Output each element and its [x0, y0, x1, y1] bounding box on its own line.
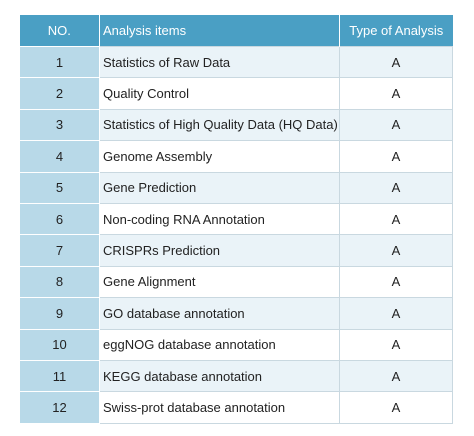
table-row: 3 Statistics of High Quality Data (HQ Dat… — [19, 108, 453, 142]
table-row: 8 Gene Alignment A — [19, 265, 453, 299]
row-analysis-type: A — [339, 45, 453, 79]
header-type-of-analysis: Type of Analysis — [339, 15, 453, 47]
row-number: 2 — [19, 77, 100, 110]
row-analysis-type: A — [339, 77, 453, 110]
table-row: 7 CRISPRs Prediction A — [19, 234, 453, 267]
row-analysis-item: GO database annotation — [99, 297, 340, 330]
row-analysis-type: A — [339, 359, 453, 393]
row-analysis-item: Quality Control — [99, 77, 340, 110]
table-row: 9 GO database annotation A — [19, 297, 453, 330]
row-number: 12 — [19, 391, 100, 424]
row-analysis-type: A — [339, 265, 453, 299]
header-no: NO. — [19, 15, 100, 47]
row-number: 11 — [19, 359, 100, 393]
row-number: 1 — [19, 45, 100, 79]
table-row: 1 Statistics of Raw Data A — [19, 45, 453, 79]
table-body: 1 Statistics of Raw Data A 2 Quality Control… — [19, 45, 453, 424]
row-analysis-type: A — [339, 108, 453, 142]
row-analysis-item: Gene Prediction — [99, 171, 340, 204]
row-analysis-item: Gene Alignment — [99, 265, 340, 299]
table-row: 4 Genome Assembly A — [19, 140, 453, 173]
row-analysis-item: KEGG database annotation — [99, 359, 340, 393]
table-row: 5 Gene Prediction A — [19, 171, 453, 204]
row-number: 4 — [19, 140, 100, 173]
row-analysis-type: A — [339, 328, 453, 361]
row-analysis-type: A — [339, 234, 453, 267]
row-analysis-item: Swiss-prot database annotation — [99, 391, 340, 424]
row-analysis-item: eggNOG database annotation — [99, 328, 340, 361]
table-row: 11 KEGG database annotation A — [19, 359, 453, 393]
header-analysis-items: Analysis items — [99, 15, 340, 47]
row-analysis-item: Genome Assembly — [99, 140, 340, 173]
row-number: 6 — [19, 202, 100, 236]
table-row: 6 Non-coding RNA Annotation A — [19, 202, 453, 236]
row-number: 9 — [19, 297, 100, 330]
row-analysis-type: A — [339, 140, 453, 173]
row-analysis-type: A — [339, 171, 453, 204]
row-analysis-item: CRISPRs Prediction — [99, 234, 340, 267]
row-analysis-type: A — [339, 391, 453, 424]
row-number: 3 — [19, 108, 100, 142]
row-analysis-type: A — [339, 297, 453, 330]
row-number: 5 — [19, 171, 100, 204]
table-row: 12 Swiss-prot database annotation A — [19, 391, 453, 424]
row-number: 10 — [19, 328, 100, 361]
row-analysis-item: Statistics of Raw Data — [99, 45, 340, 79]
table-row: 10 eggNOG database annotation A — [19, 328, 453, 361]
table-header-row: NO. Analysis items Type of Analysis — [19, 15, 453, 47]
row-number: 8 — [19, 265, 100, 299]
row-analysis-type: A — [339, 202, 453, 236]
row-number: 7 — [19, 234, 100, 267]
row-analysis-item: Statistics of High Quality Data (HQ Data… — [99, 108, 340, 142]
table-row: 2 Quality Control A — [19, 77, 453, 110]
analysis-table: NO. Analysis items Type of Analysis 1 Sta… — [19, 15, 453, 424]
row-analysis-item: Non-coding RNA Annotation — [99, 202, 340, 236]
